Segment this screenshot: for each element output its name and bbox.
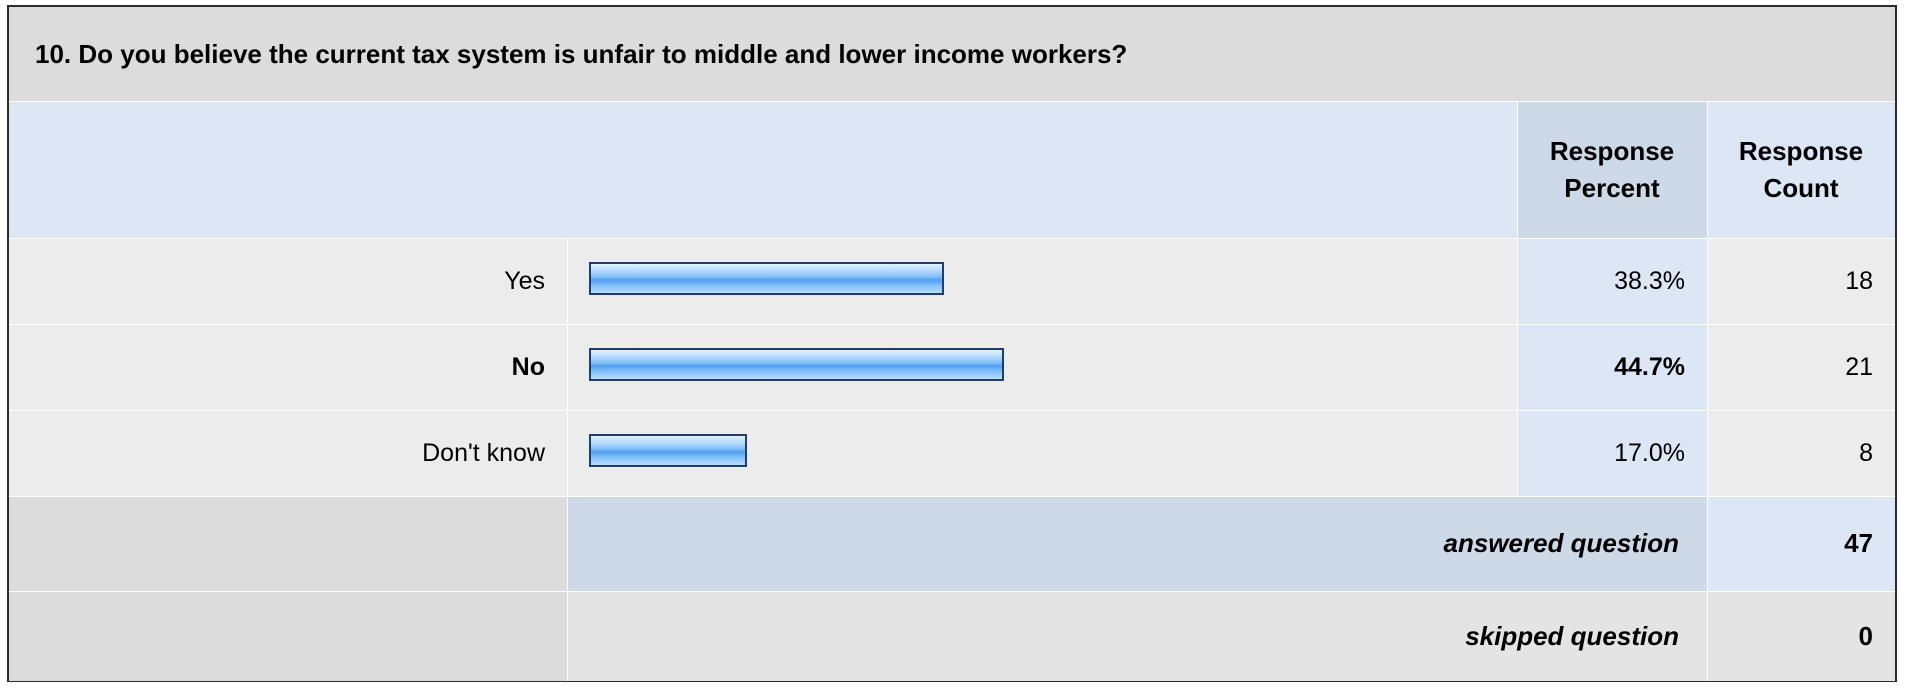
answer-label: Yes	[9, 238, 567, 324]
skipped-question-label: skipped question	[567, 591, 1707, 681]
response-percent-header-line-1: Response	[1549, 136, 1675, 167]
answer-label: No	[9, 324, 567, 410]
grid-line	[9, 410, 1895, 411]
response-percent: 44.7%	[1517, 324, 1707, 410]
response-percent: 38.3%	[1517, 238, 1707, 324]
skipped-spacer	[9, 591, 567, 681]
response-percent-header: Response Percent	[1517, 101, 1707, 238]
response-percent-header-line-2: Percent	[1564, 172, 1660, 203]
answer-label: Don't know	[9, 410, 567, 496]
bar-cell	[567, 238, 1517, 324]
grid-line	[1517, 101, 1518, 496]
response-bar	[589, 434, 747, 467]
response-count: 18	[1707, 238, 1895, 324]
bar-cell	[567, 410, 1517, 496]
answered-question-value: 47	[1707, 496, 1895, 591]
response-count-header: Response Count	[1707, 101, 1895, 238]
grid-line	[9, 324, 1895, 325]
response-count: 21	[1707, 324, 1895, 410]
response-count: 8	[1707, 410, 1895, 496]
grid-line	[9, 496, 1895, 497]
grid-line	[9, 238, 1895, 239]
response-bar	[589, 262, 945, 295]
grid-line	[9, 591, 1895, 592]
response-count-header-line-2: Count	[1763, 172, 1839, 203]
bar-cell	[567, 324, 1517, 410]
grid-line	[1707, 101, 1708, 681]
response-count-header-line-1: Response	[1738, 136, 1864, 167]
answered-spacer	[9, 496, 567, 591]
answered-question-label: answered question	[567, 496, 1707, 591]
response-bar	[589, 348, 1004, 381]
question-title: 10. Do you believe the current tax syste…	[9, 7, 1895, 101]
survey-results-table: 10. Do you believe the current tax syste…	[7, 5, 1897, 682]
header-spacer	[9, 101, 1517, 238]
grid-line	[567, 238, 568, 681]
skipped-question-value: 0	[1707, 591, 1895, 681]
grid-line	[9, 101, 1895, 102]
response-percent: 17.0%	[1517, 410, 1707, 496]
